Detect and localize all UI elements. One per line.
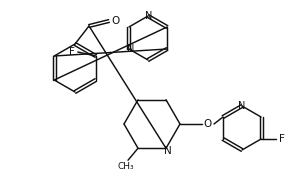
Text: N: N [238, 101, 246, 111]
Text: CH₃: CH₃ [118, 162, 134, 171]
Text: N: N [127, 44, 135, 54]
Text: O: O [204, 119, 212, 129]
Text: N: N [164, 146, 172, 156]
Text: F: F [279, 134, 285, 144]
Text: O: O [111, 16, 119, 26]
Text: F: F [69, 47, 75, 57]
Text: N: N [145, 11, 153, 21]
